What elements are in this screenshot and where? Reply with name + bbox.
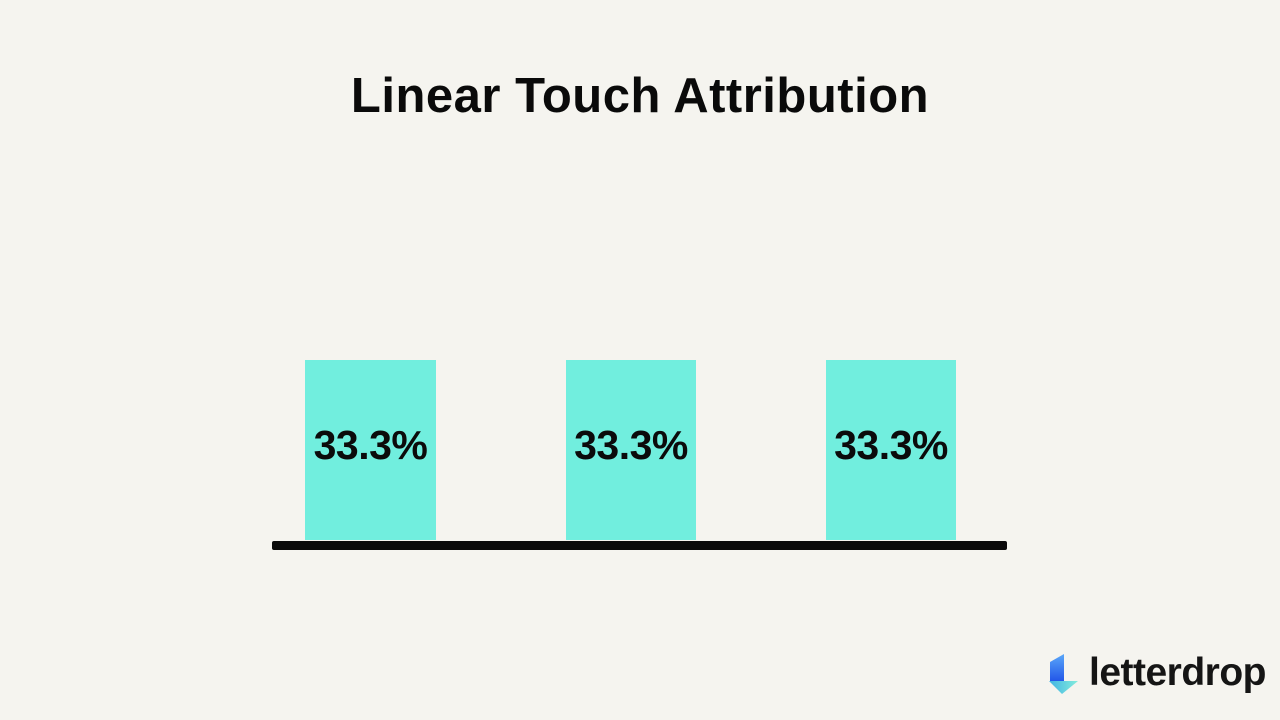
bar-value-label: 33.3% <box>574 421 688 468</box>
chart-baseline <box>272 541 1007 550</box>
bar-value-label: 33.3% <box>834 421 948 468</box>
bar-value-label: 33.3% <box>313 421 428 468</box>
letterdrop-drop-icon <box>1048 654 1078 694</box>
bar-touch-1: 33.3% <box>305 360 436 540</box>
letterdrop-wordmark: letterdrop <box>1088 651 1267 694</box>
bar-touch-2: 33.3% <box>566 360 696 540</box>
letterdrop-logo: letterdrop <box>1048 651 1267 695</box>
chart-title: Linear Touch Attribution <box>350 69 930 123</box>
bar-touch-3: 33.3% <box>826 360 956 540</box>
